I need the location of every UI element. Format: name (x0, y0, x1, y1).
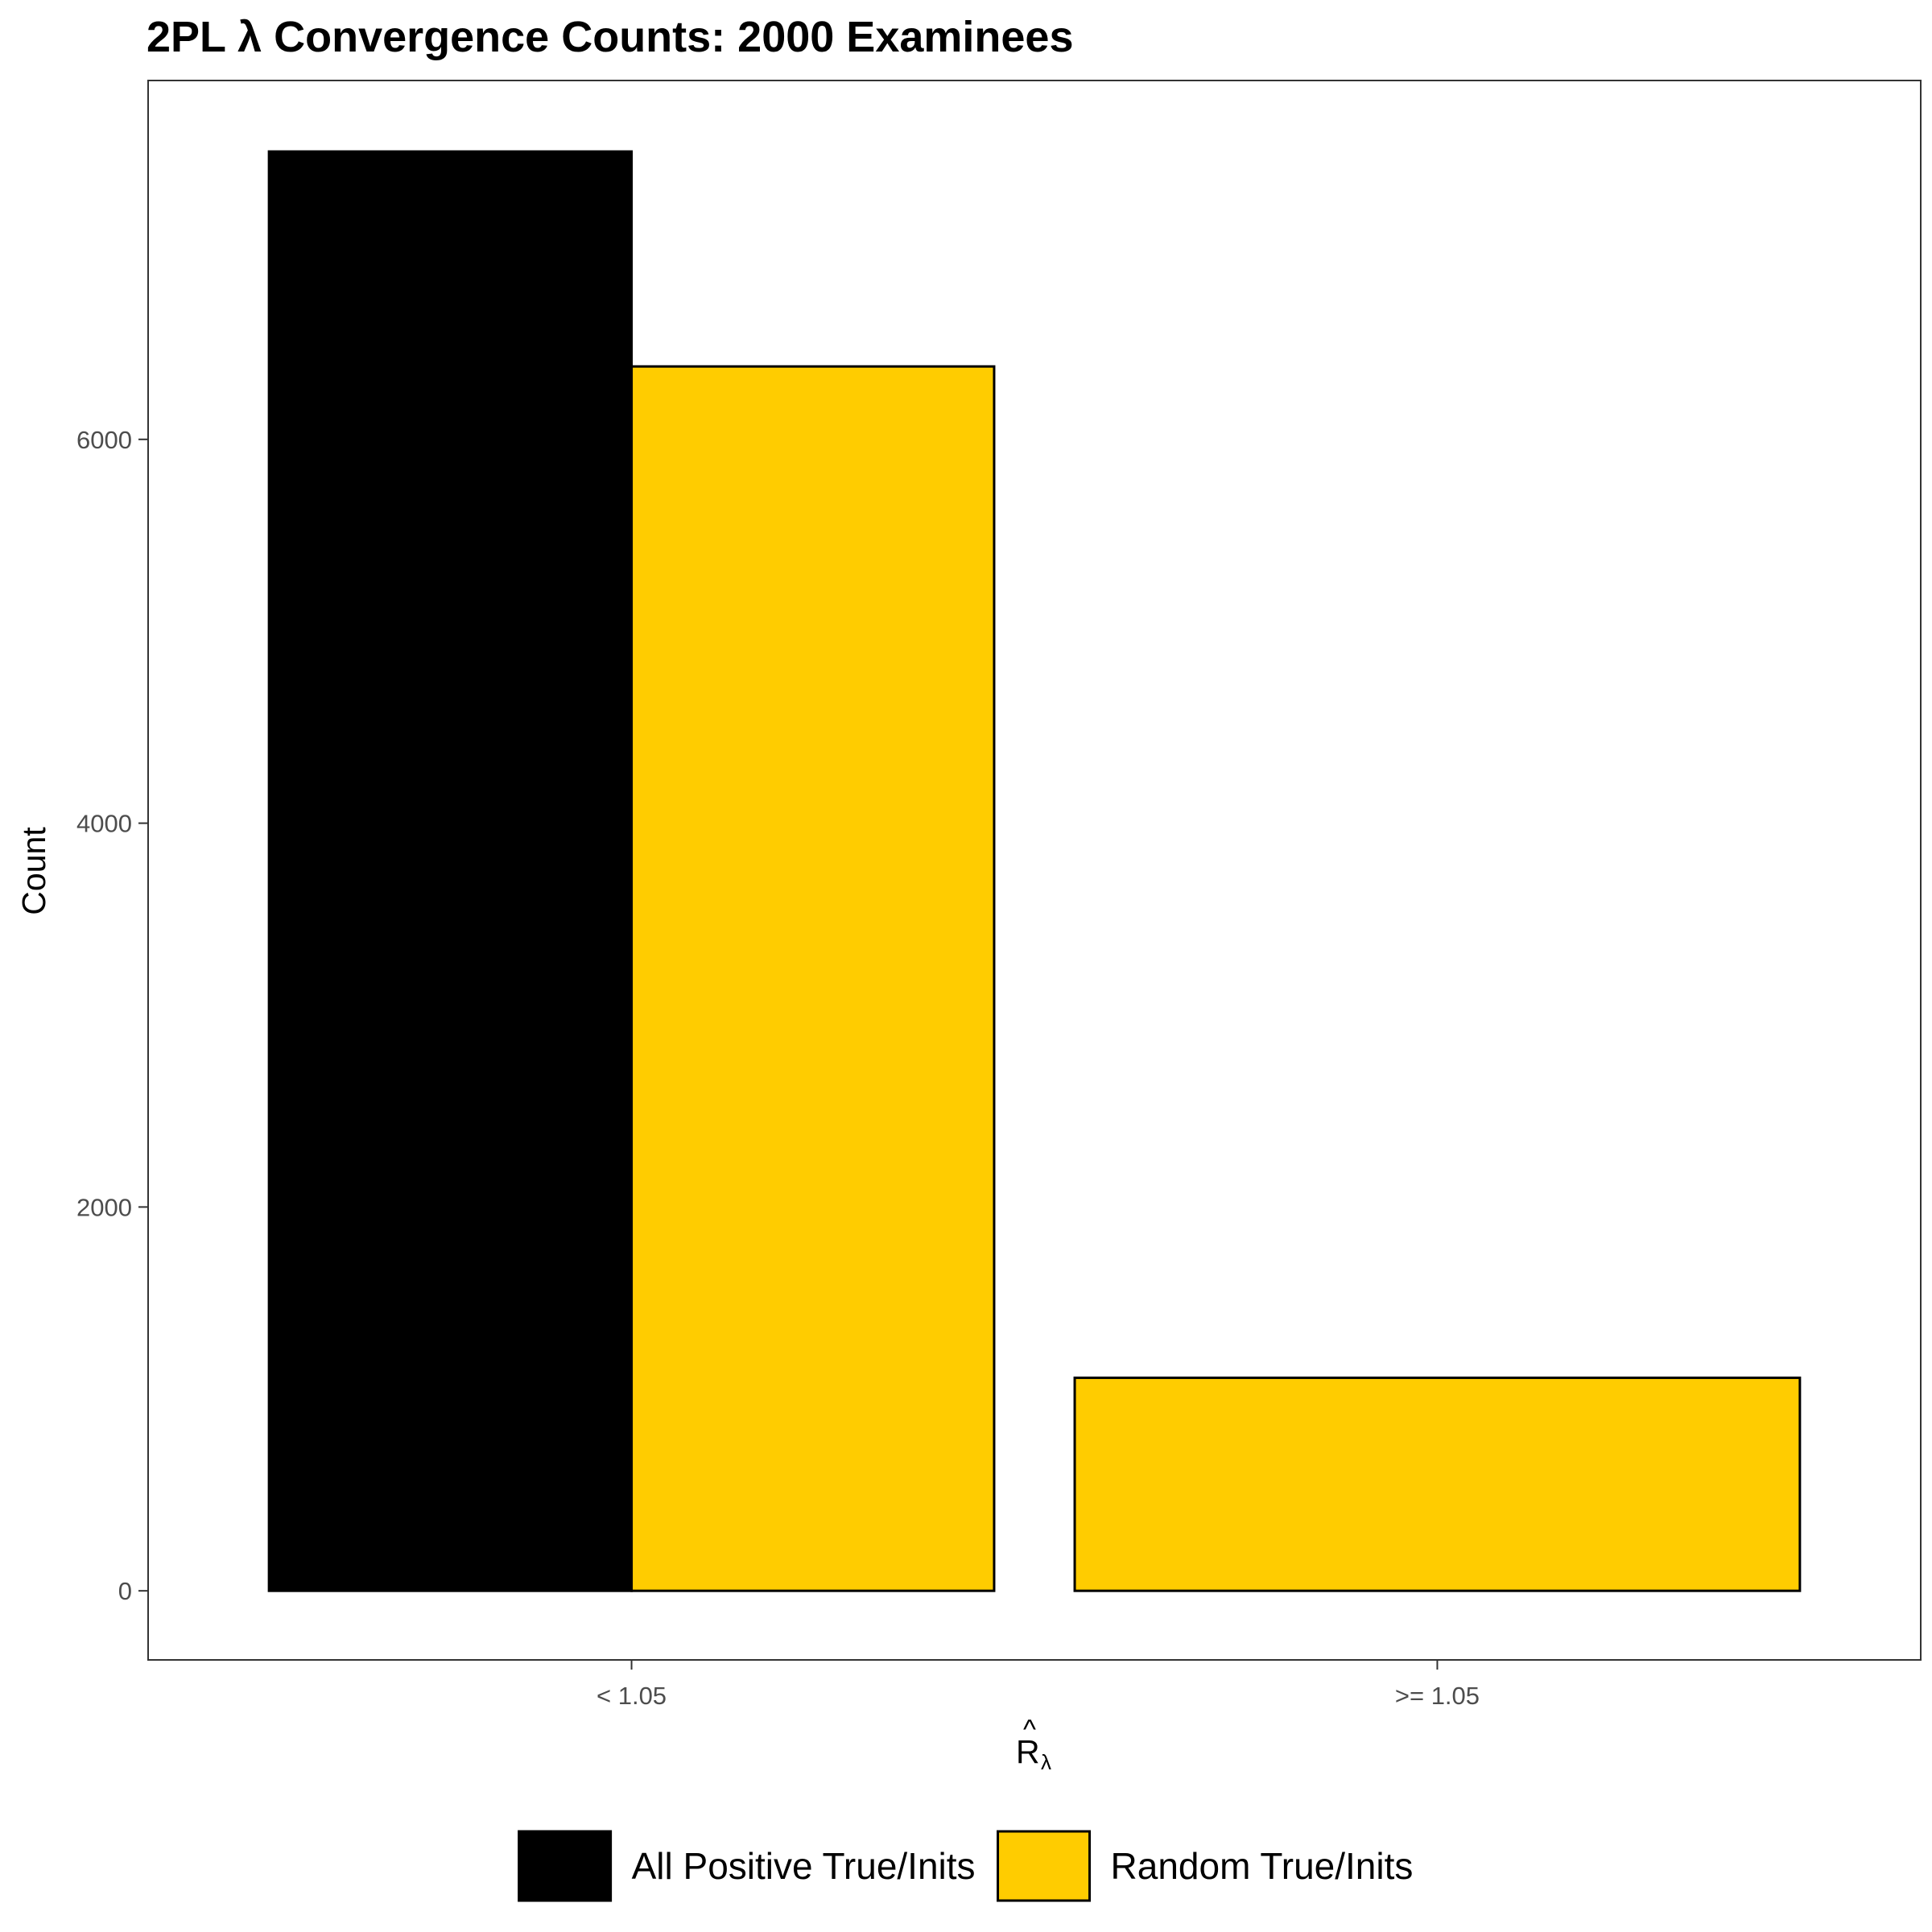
chart-title: 2PL λ Convergence Counts: 2000 Examinees (147, 13, 1073, 61)
bars (267, 150, 1802, 1592)
x-tick-label-0: < 1.05 (597, 1682, 667, 1710)
y-tick-label-3: 6000 (76, 426, 132, 454)
y-tick-label-2: 4000 (76, 810, 132, 838)
x-tick-label-1: >= 1.05 (1395, 1682, 1480, 1710)
bar-1-1 (1073, 1377, 1802, 1592)
y-axis-title: Count (15, 827, 52, 915)
bar-0-0 (267, 150, 634, 1592)
x-axis: < 1.05 >= 1.05 (597, 1660, 1480, 1710)
x-axis-title-subscript: λ (1041, 1750, 1051, 1774)
y-axis: 0 2000 4000 6000 (76, 426, 148, 1605)
x-axis-title-main: R (1016, 1733, 1040, 1770)
legend-key-0 (518, 1830, 613, 1902)
legend-label-0: All Positive True/Inits (632, 1845, 976, 1887)
y-tick-label-1: 2000 (76, 1193, 132, 1221)
x-axis-title-hat: ^ (1023, 1715, 1036, 1745)
x-axis-title: R ^ λ (1016, 1715, 1051, 1774)
legend-key-1 (997, 1830, 1092, 1902)
legend: All Positive True/Inits Random True/Inits (518, 1830, 1414, 1902)
legend-label-1: Random True/Inits (1111, 1845, 1414, 1887)
bar-1-0 (630, 365, 996, 1592)
y-tick-label-0: 0 (118, 1577, 132, 1605)
